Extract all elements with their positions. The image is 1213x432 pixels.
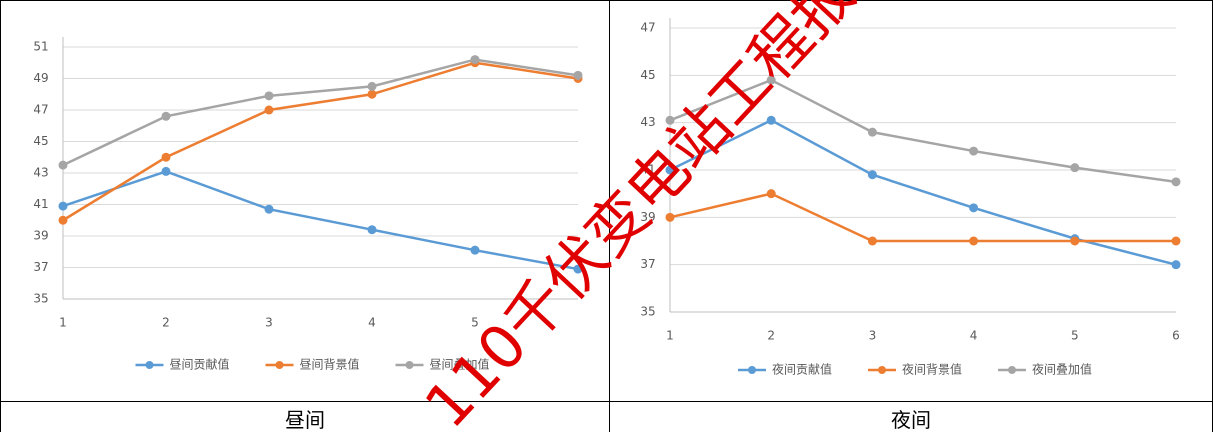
series-line — [669, 118, 1177, 266]
x-tick-label: 2 — [767, 329, 775, 343]
data-point — [161, 152, 171, 162]
caption: 夜间 — [609, 401, 1213, 432]
y-tick-label: 45 — [33, 134, 48, 148]
data-point — [367, 225, 377, 235]
y-tick-label: 43 — [640, 115, 655, 129]
legend-label: 夜间背景值 — [902, 362, 962, 377]
y-tick-label: 37 — [640, 257, 655, 271]
data-point — [264, 105, 274, 115]
y-tick-label: 41 — [33, 197, 48, 211]
data-point — [969, 236, 979, 246]
series-line — [62, 61, 579, 222]
caption: 昼间 — [0, 401, 610, 432]
data-point — [969, 203, 979, 213]
data-point — [867, 170, 877, 180]
data-point — [264, 204, 274, 214]
y-tick-label: 47 — [33, 103, 48, 117]
data-point — [367, 81, 377, 91]
data-point — [58, 215, 68, 225]
data-point — [161, 111, 171, 121]
data-point — [58, 201, 68, 211]
data-point — [573, 70, 583, 80]
legend-marker — [878, 366, 886, 374]
x-tick-label: 4 — [368, 316, 376, 330]
series-line — [62, 58, 579, 167]
y-tick-label: 43 — [33, 166, 48, 180]
legend-marker — [145, 361, 154, 369]
data-point — [1171, 177, 1181, 187]
chart-cell: 35 37 39 41 43 45 47 49 51 1 2 3 4 5 昼间贡献值 昼间背景值 昼间叠加值 — [0, 0, 610, 402]
y-tick-label: 35 — [640, 305, 655, 319]
data-point — [573, 264, 583, 274]
y-tick-label: 45 — [640, 68, 655, 82]
data-point — [264, 91, 274, 101]
x-tick-label: 1 — [59, 316, 67, 330]
x-tick-label: 4 — [970, 329, 978, 343]
data-point — [470, 55, 480, 65]
data-point — [1070, 236, 1080, 246]
series-line — [62, 170, 579, 271]
data-point — [1171, 260, 1181, 270]
data-point — [470, 245, 480, 255]
data-point — [766, 115, 776, 125]
data-point — [766, 189, 776, 199]
x-tick-label: 5 — [1071, 329, 1079, 343]
data-point — [665, 115, 675, 125]
series-line — [669, 78, 1177, 184]
x-tick-label: 3 — [869, 329, 877, 343]
data-point — [367, 89, 377, 99]
legend-marker — [405, 361, 414, 369]
y-tick-label: 37 — [33, 260, 48, 274]
data-point — [665, 165, 675, 175]
data-point — [766, 75, 776, 85]
legend-label: 昼间叠加值 — [430, 357, 490, 372]
data-point — [161, 166, 171, 176]
y-tick-label: 49 — [33, 71, 48, 85]
series-line — [669, 192, 1176, 243]
y-tick-label: 41 — [640, 163, 655, 177]
legend-label: 昼间背景值 — [300, 357, 360, 372]
data-point — [58, 160, 68, 170]
data-point — [665, 212, 675, 222]
data-point — [1171, 236, 1181, 246]
x-tick-label: 5 — [471, 316, 479, 330]
legend-label: 夜间叠加值 — [1032, 362, 1092, 377]
y-tick-label: 35 — [33, 292, 48, 306]
y-tick-label: 47 — [640, 21, 655, 35]
legend-label: 夜间贡献值 — [772, 362, 832, 377]
legend-label: 昼间贡献值 — [170, 357, 230, 372]
y-tick-label: 51 — [33, 40, 48, 54]
data-point — [969, 146, 979, 156]
x-tick-label: 1 — [666, 329, 674, 343]
chart-cell: 35 37 39 41 43 45 47 1 2 3 4 5 6 夜间贡献值 夜间背景值 夜间叠加值 — [609, 0, 1213, 402]
y-tick-label: 39 — [640, 210, 655, 224]
data-point — [1070, 163, 1080, 173]
legend-marker — [275, 361, 284, 369]
data-point — [867, 236, 877, 246]
legend-marker — [1008, 366, 1016, 374]
x-tick-label: 2 — [162, 316, 170, 330]
x-tick-label: 3 — [265, 316, 273, 330]
y-tick-label: 39 — [33, 229, 48, 243]
data-point — [867, 127, 877, 137]
legend-marker — [748, 366, 756, 374]
x-tick-label: 6 — [1172, 329, 1180, 343]
